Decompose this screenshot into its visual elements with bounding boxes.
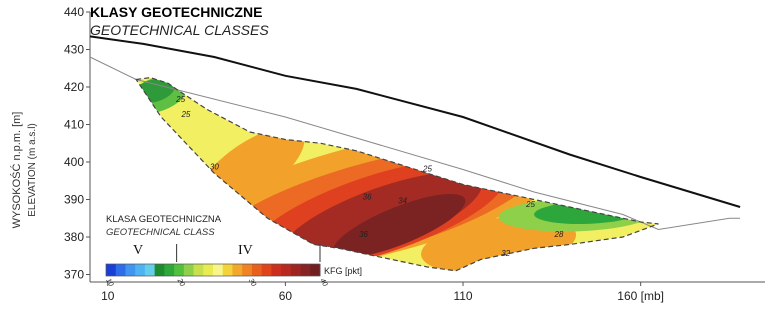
y-tick-label: 390 xyxy=(64,193,84,207)
colorbar-swatch xyxy=(154,264,165,276)
colorbar-tick-label: 30 xyxy=(247,278,257,288)
colorbar-swatch xyxy=(213,264,224,276)
contour-label: 36 xyxy=(363,193,372,202)
contour-label: 32 xyxy=(501,249,510,258)
colorbar: 10 20 30 40 xyxy=(104,244,328,288)
contour-label: 36 xyxy=(359,230,368,239)
colorbar-swatch xyxy=(271,264,282,276)
colorbar-tick-label: 20 xyxy=(175,277,186,288)
zone-core xyxy=(332,193,466,258)
x-tick-label: 160 [mb] xyxy=(617,289,664,303)
legend-subtitle: GEOTECHNICAL CLASS xyxy=(106,227,215,238)
chart-subtitle: GEOTECHNICAL CLASSES xyxy=(90,22,269,38)
colorbar-tick-label: 40 xyxy=(318,278,328,288)
contour-labels: 25 25 30 25 36 34 36 25 28 32 xyxy=(175,95,564,258)
colorbar-swatch xyxy=(135,264,146,276)
colorbar-swatch xyxy=(222,264,233,276)
legend-title: KLASA GEOTECHNICZNA xyxy=(106,214,222,225)
y-axis-subtitle: ELEVATION (m a.s.l) xyxy=(27,123,38,217)
colorbar-swatch xyxy=(203,264,214,276)
contour-label: 25 xyxy=(175,95,185,104)
y-tick-label: 370 xyxy=(64,268,84,282)
colorbar-swatch xyxy=(281,264,292,276)
colorbar-swatch xyxy=(183,264,195,276)
contour-label: 25 xyxy=(422,164,432,173)
colorbar-swatch xyxy=(125,264,136,276)
profile-lines xyxy=(89,35,741,272)
contour-label: 25 xyxy=(525,200,535,209)
colorbar-swatch xyxy=(232,264,243,276)
legend: KLASA GEOTECHNICZNA GEOTECHNICAL CLASS V… xyxy=(104,214,362,288)
contour-label: 34 xyxy=(398,196,407,205)
axes: 370 380 390 400 410 420 430 440 10 60 110 160 [mb] xyxy=(64,5,765,303)
ground-line xyxy=(89,56,741,231)
y-tick-label: 430 xyxy=(64,43,84,57)
class-label-iv: IV xyxy=(238,243,253,258)
colorbar-unit: KFG [pkt] xyxy=(324,266,362,276)
y-tick-label: 380 xyxy=(64,230,84,244)
colorbar-swatch xyxy=(310,264,321,276)
colorbar-swatch xyxy=(261,264,272,276)
colorbar-frame xyxy=(105,263,321,277)
y-tick-label: 440 xyxy=(64,5,84,19)
y-tick-label: 410 xyxy=(64,118,84,132)
colorbar-swatch xyxy=(242,264,253,276)
colorbar-swatch xyxy=(144,264,156,276)
y-axis-title-group: WYSOKOŚĆ n.p.m. [m] ELEVATION (m a.s.l) xyxy=(10,112,38,229)
surface-line xyxy=(89,35,741,208)
y-tick-label: 420 xyxy=(64,80,84,94)
colorbar-tick-label: 10 xyxy=(104,278,114,288)
colorbar-swatch xyxy=(193,264,204,276)
colorbar-swatch xyxy=(251,264,263,276)
colorbar-swatch xyxy=(164,264,175,276)
x-tick-label: 10 xyxy=(101,289,115,303)
x-tick-label: 110 xyxy=(453,289,472,303)
colorbar-swatch xyxy=(106,264,117,276)
section-outline xyxy=(135,76,659,272)
chart-title: KLASY GEOTECHNICZNE xyxy=(90,4,262,20)
x-tick-label: 60 xyxy=(279,289,293,303)
colorbar-swatch xyxy=(115,264,126,276)
colorbar-swatch xyxy=(290,264,302,276)
class-label-v: V xyxy=(133,243,143,258)
contour-label: 30 xyxy=(210,163,219,172)
y-tick-label: 400 xyxy=(64,155,84,169)
y-axis-title: WYSOKOŚĆ n.p.m. [m] xyxy=(10,112,23,229)
contour-label: 25 xyxy=(180,110,190,119)
contour-label: 28 xyxy=(553,230,563,239)
colorbar-swatch xyxy=(300,264,311,276)
colorbar-swatch xyxy=(174,264,185,276)
